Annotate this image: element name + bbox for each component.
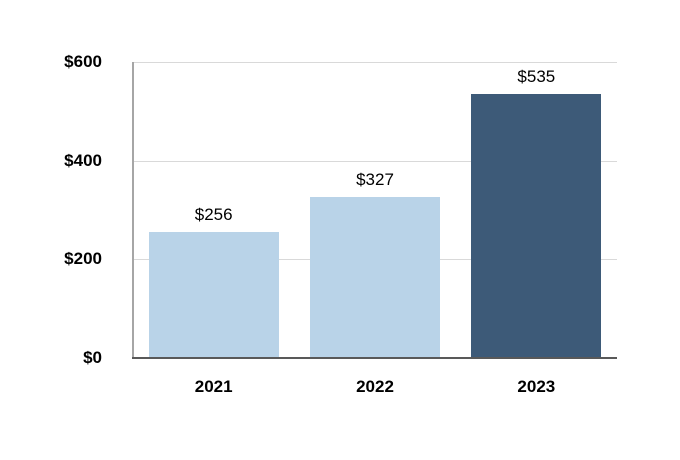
y-tick-label-0: $0: [83, 348, 102, 367]
bar-value-label: $535: [517, 67, 556, 87]
y-tick-label-600: $600: [64, 52, 102, 71]
bar-group-2023: $535: [456, 62, 617, 358]
y-tick-label-200: $200: [64, 249, 102, 268]
x-axis-labels: 2021 2022 2023: [133, 376, 617, 398]
bar-group-2022: $327: [294, 62, 455, 358]
bar-value-label: $256: [194, 204, 233, 224]
category-label-2023: 2023: [517, 377, 556, 396]
category-label-2021: 2021: [194, 377, 233, 396]
bar-group-2021: $256: [133, 62, 294, 358]
gridline-400: [133, 160, 617, 162]
bar-value-label: $327: [356, 169, 394, 189]
bar-2022: [309, 196, 440, 358]
bar-2023: [471, 94, 602, 358]
y-axis-line: [132, 62, 134, 358]
gridline-600: [133, 62, 617, 63]
category-label-2022: 2022: [356, 377, 394, 396]
plot-area: $256 $327 $535: [132, 62, 617, 359]
x-axis-line: [132, 357, 617, 359]
bars-container: $256 $327 $535: [133, 62, 617, 358]
y-tick-label-400: $400: [64, 151, 102, 170]
bar-2021: [148, 231, 279, 358]
